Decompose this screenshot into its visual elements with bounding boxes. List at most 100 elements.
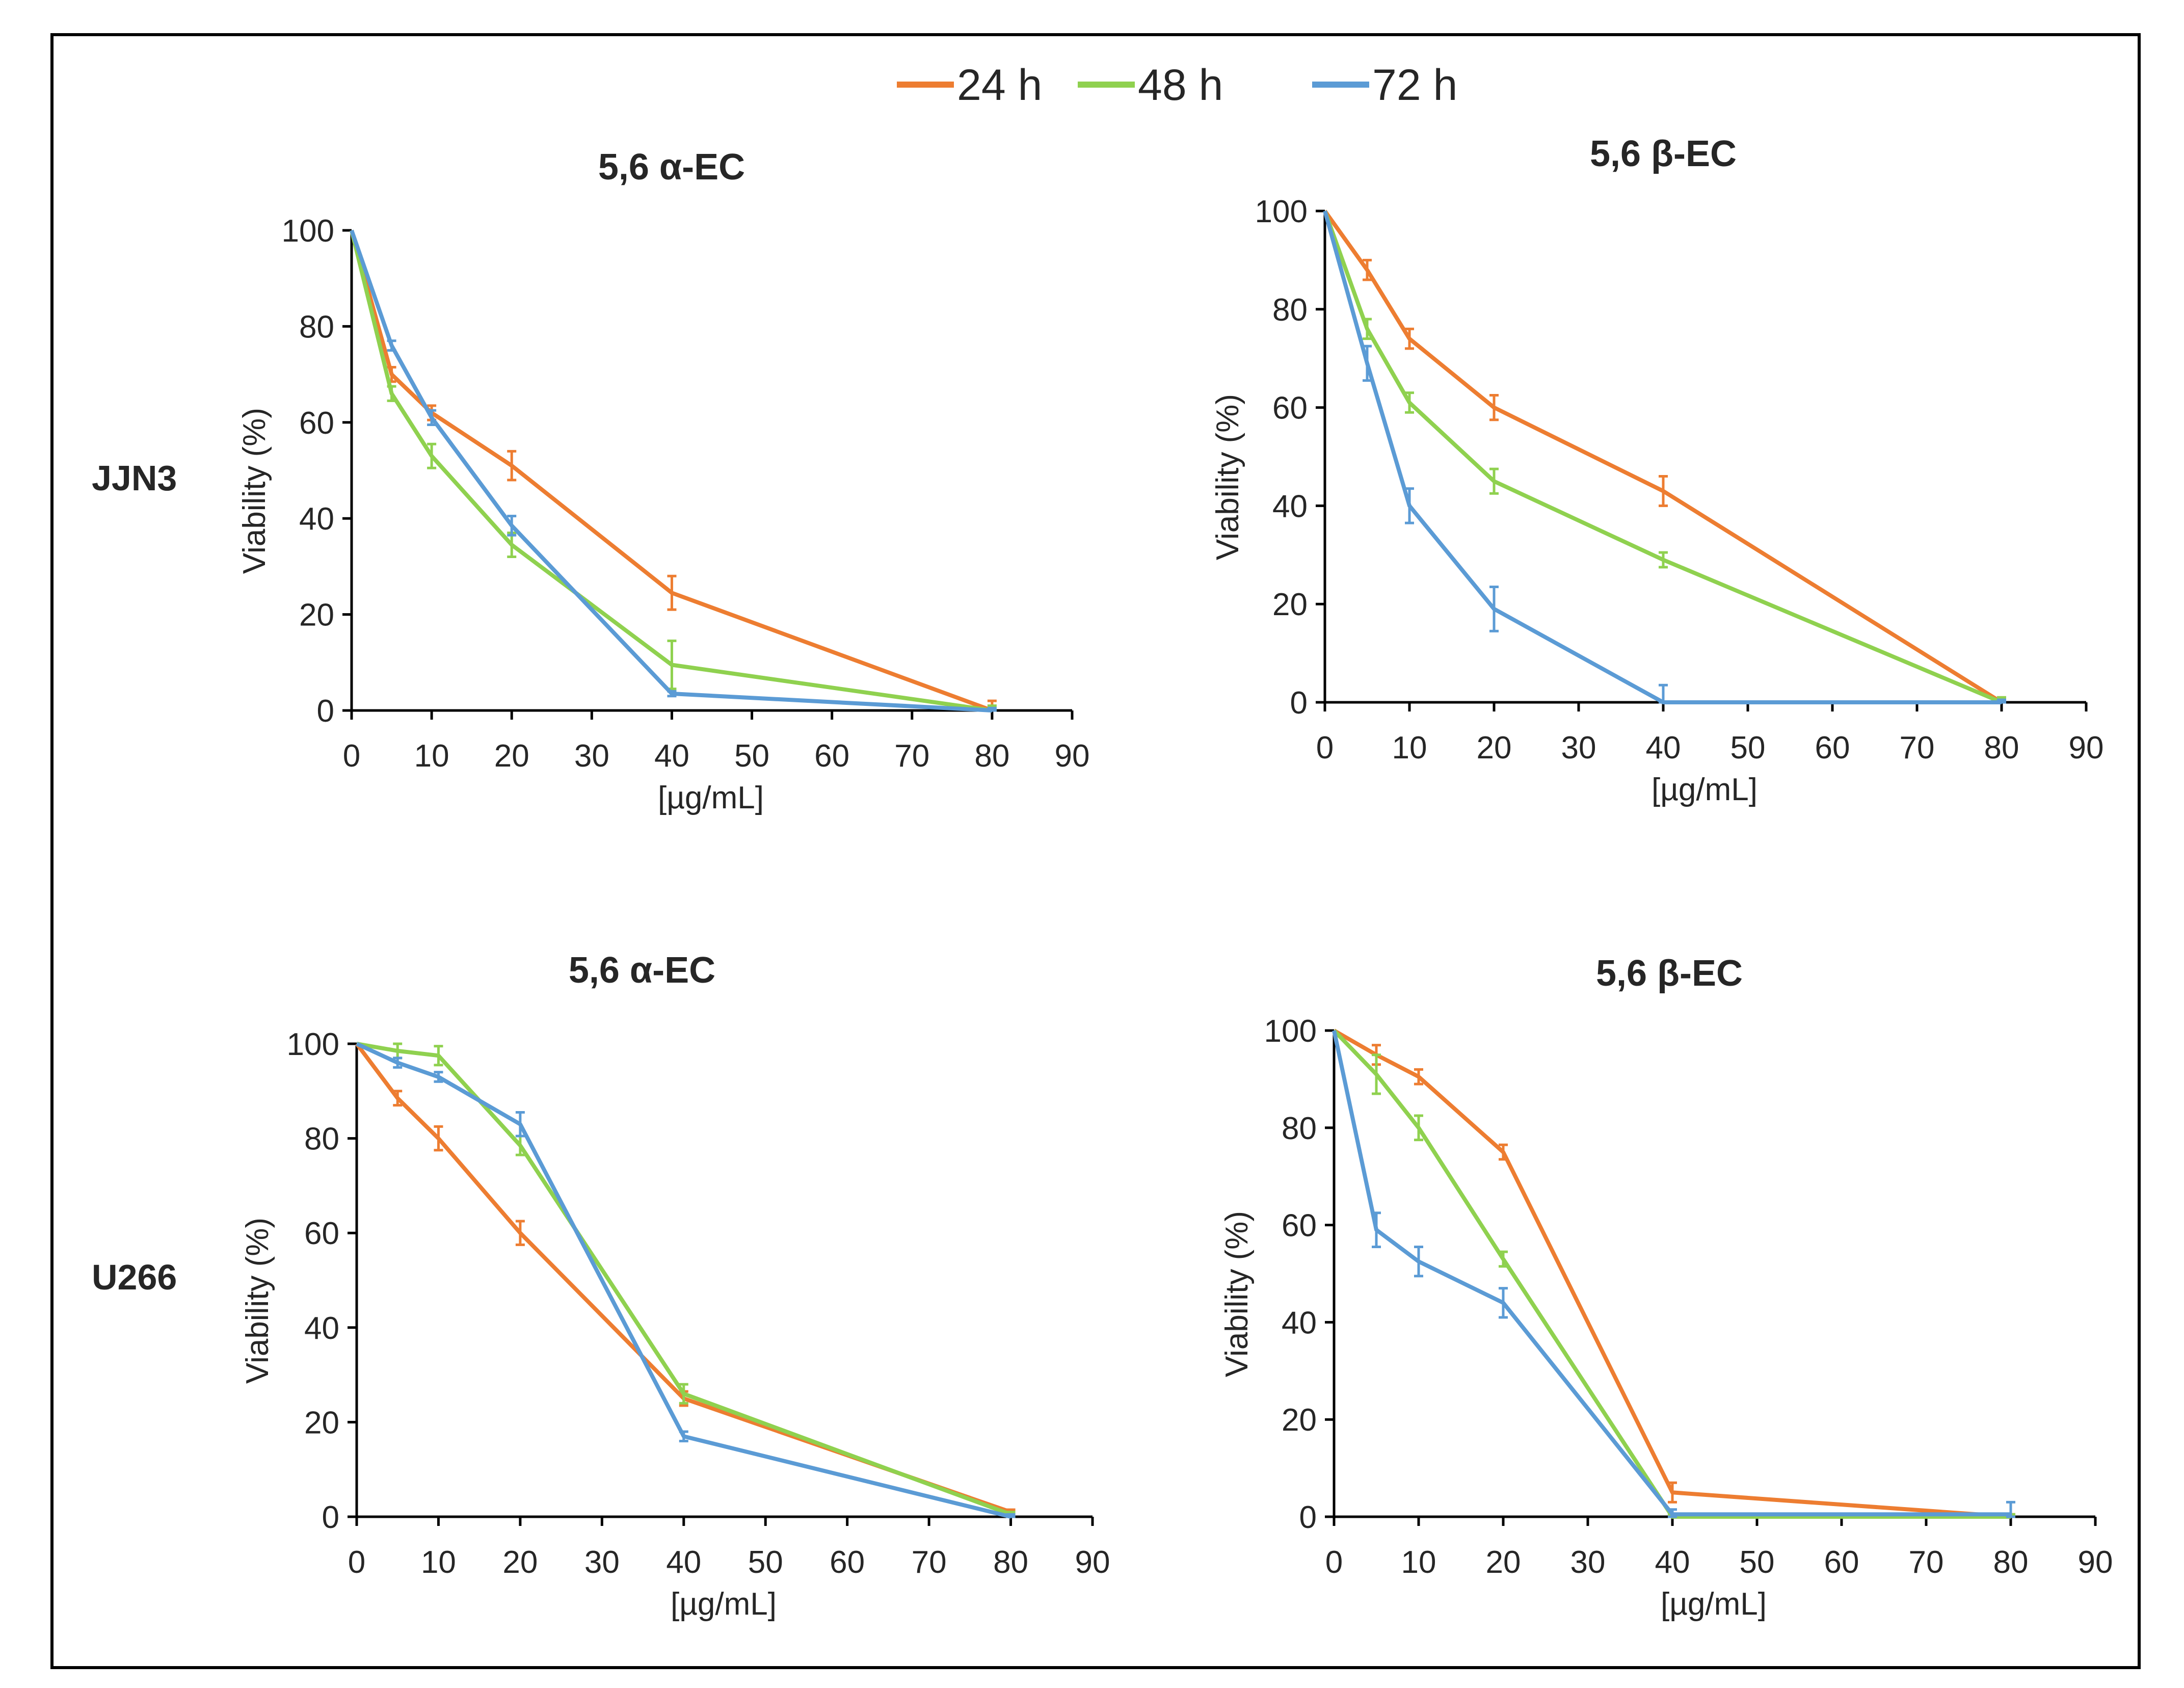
error-bar <box>434 1045 443 1067</box>
chart-title: 5,6 β-EC <box>1596 953 1743 994</box>
x-tick-label: 60 <box>814 739 849 774</box>
error-bar <box>1659 683 1668 704</box>
error-bar <box>507 514 517 537</box>
series-line <box>1323 210 2002 704</box>
x-tick-label: 90 <box>2078 1545 2113 1580</box>
x-tick-label: 20 <box>494 739 529 774</box>
error-bar <box>1499 1287 1508 1319</box>
y-tick-label: 0 <box>322 1500 339 1535</box>
legend: 24 h 48 h 72 h <box>897 61 1457 110</box>
x-tick-label: 50 <box>1730 730 1766 766</box>
error-bar <box>1363 345 1372 382</box>
series-72h <box>356 1042 1016 1519</box>
error-bar <box>387 339 396 352</box>
legend-label-0: 24 h <box>957 61 1042 110</box>
x-tick-label: 0 <box>1316 730 1334 766</box>
error-bar <box>1489 585 1499 632</box>
series-line <box>355 1042 1011 1514</box>
series-line <box>350 230 993 713</box>
error-bar <box>1405 327 1414 350</box>
series-line <box>1332 1030 2011 1517</box>
y-tick-label: 0 <box>317 694 334 729</box>
y-tick-label: 20 <box>1282 1403 1317 1438</box>
x-tick-label: 90 <box>2069 730 2104 766</box>
x-tick-label: 30 <box>1561 730 1596 766</box>
x-tick-label: 60 <box>830 1545 865 1580</box>
x-tick-label: 70 <box>1900 730 1935 766</box>
x-tick-label: 20 <box>1486 1545 1521 1580</box>
error-bar <box>387 385 396 402</box>
legend-label-1: 48 h <box>1138 61 1223 110</box>
error-bar <box>667 574 677 611</box>
series-line <box>1323 209 2003 704</box>
error-bar <box>1006 1513 1016 1518</box>
series-24h <box>1323 209 2006 704</box>
x-tick-label: 80 <box>993 1545 1028 1580</box>
series-72h <box>1323 210 2006 704</box>
error-bar <box>1499 1250 1508 1268</box>
series-72h <box>350 229 997 713</box>
figure-border <box>50 33 2141 1669</box>
x-tick-label: 20 <box>502 1545 538 1580</box>
error-bar <box>679 1430 688 1443</box>
y-tick-label: 20 <box>1272 587 1308 622</box>
error-bar <box>1659 475 1668 507</box>
error-bar <box>667 690 677 698</box>
y-tick-label: 40 <box>1272 489 1308 524</box>
y-tick-label: 0 <box>1290 685 1308 721</box>
series-line <box>356 1042 1011 1519</box>
series-24h <box>355 1042 1016 1516</box>
series-line <box>1333 1028 2011 1519</box>
y-axis-label: Viability (%) <box>240 1218 275 1384</box>
chart-title: 5,6 α-EC <box>598 147 745 188</box>
x-tick-label: 90 <box>1075 1545 1110 1580</box>
series-24h <box>350 229 997 713</box>
x-tick-label: 80 <box>1993 1545 2029 1580</box>
x-tick-label: 10 <box>1392 730 1427 766</box>
y-tick-label: 40 <box>299 502 334 537</box>
y-axis-label: Viability (%) <box>237 408 272 574</box>
x-tick-label: 50 <box>1740 1545 1775 1580</box>
series-24h <box>1333 1028 2015 1519</box>
error-bar <box>679 1383 688 1405</box>
error-bar <box>515 1220 525 1246</box>
x-tick-label: 40 <box>654 739 689 774</box>
series-48h <box>1323 210 2006 704</box>
series-line <box>1333 1029 2011 1519</box>
x-tick-label: 70 <box>1909 1545 1944 1580</box>
y-axis-label: Viability (%) <box>1210 394 1245 560</box>
error-bar <box>2006 1500 2015 1518</box>
x-tick-label: 0 <box>343 739 360 774</box>
series-48h <box>356 1042 1016 1518</box>
x-tick-label: 10 <box>414 739 449 774</box>
x-tick-label: 40 <box>1646 730 1681 766</box>
y-tick-label: 40 <box>304 1311 339 1346</box>
x-tick-label: 30 <box>574 739 609 774</box>
x-tick-label: 20 <box>1477 730 1512 766</box>
x-tick-label: 0 <box>1325 1545 1343 1580</box>
error-bar <box>1499 1143 1508 1161</box>
y-tick-label: 80 <box>304 1122 339 1157</box>
x-tick-label: 70 <box>912 1545 947 1580</box>
chart-u266-beta-ec: 5,6 β-EC 0 20 40 60 80 100 0 10 20 30 40 50 60 70 80 90 [… <box>1219 953 2113 1622</box>
x-tick-label: 30 <box>1570 1545 1606 1580</box>
y-tick-label: 80 <box>1282 1111 1317 1146</box>
y-tick-label: 80 <box>299 309 334 345</box>
row-label-u266: U266 <box>92 1257 177 1297</box>
error-bar <box>1659 551 1668 569</box>
x-tick-label: 60 <box>1824 1545 1859 1580</box>
row-label-jjn3: JJN3 <box>92 458 177 498</box>
error-bar <box>1405 391 1414 414</box>
y-tick-label: 60 <box>304 1216 339 1251</box>
series-72h <box>1332 1030 2015 1518</box>
x-tick-label: 10 <box>421 1545 456 1580</box>
x-tick-label: 10 <box>1401 1545 1436 1580</box>
y-tick-label: 100 <box>282 214 334 249</box>
error-bar <box>1668 1508 1677 1518</box>
error-bar <box>1489 394 1499 421</box>
legend-label-2: 72 h <box>1372 61 1457 110</box>
error-bar <box>1414 1068 1423 1086</box>
x-tick-label: 40 <box>1655 1545 1690 1580</box>
error-bar <box>987 706 997 712</box>
